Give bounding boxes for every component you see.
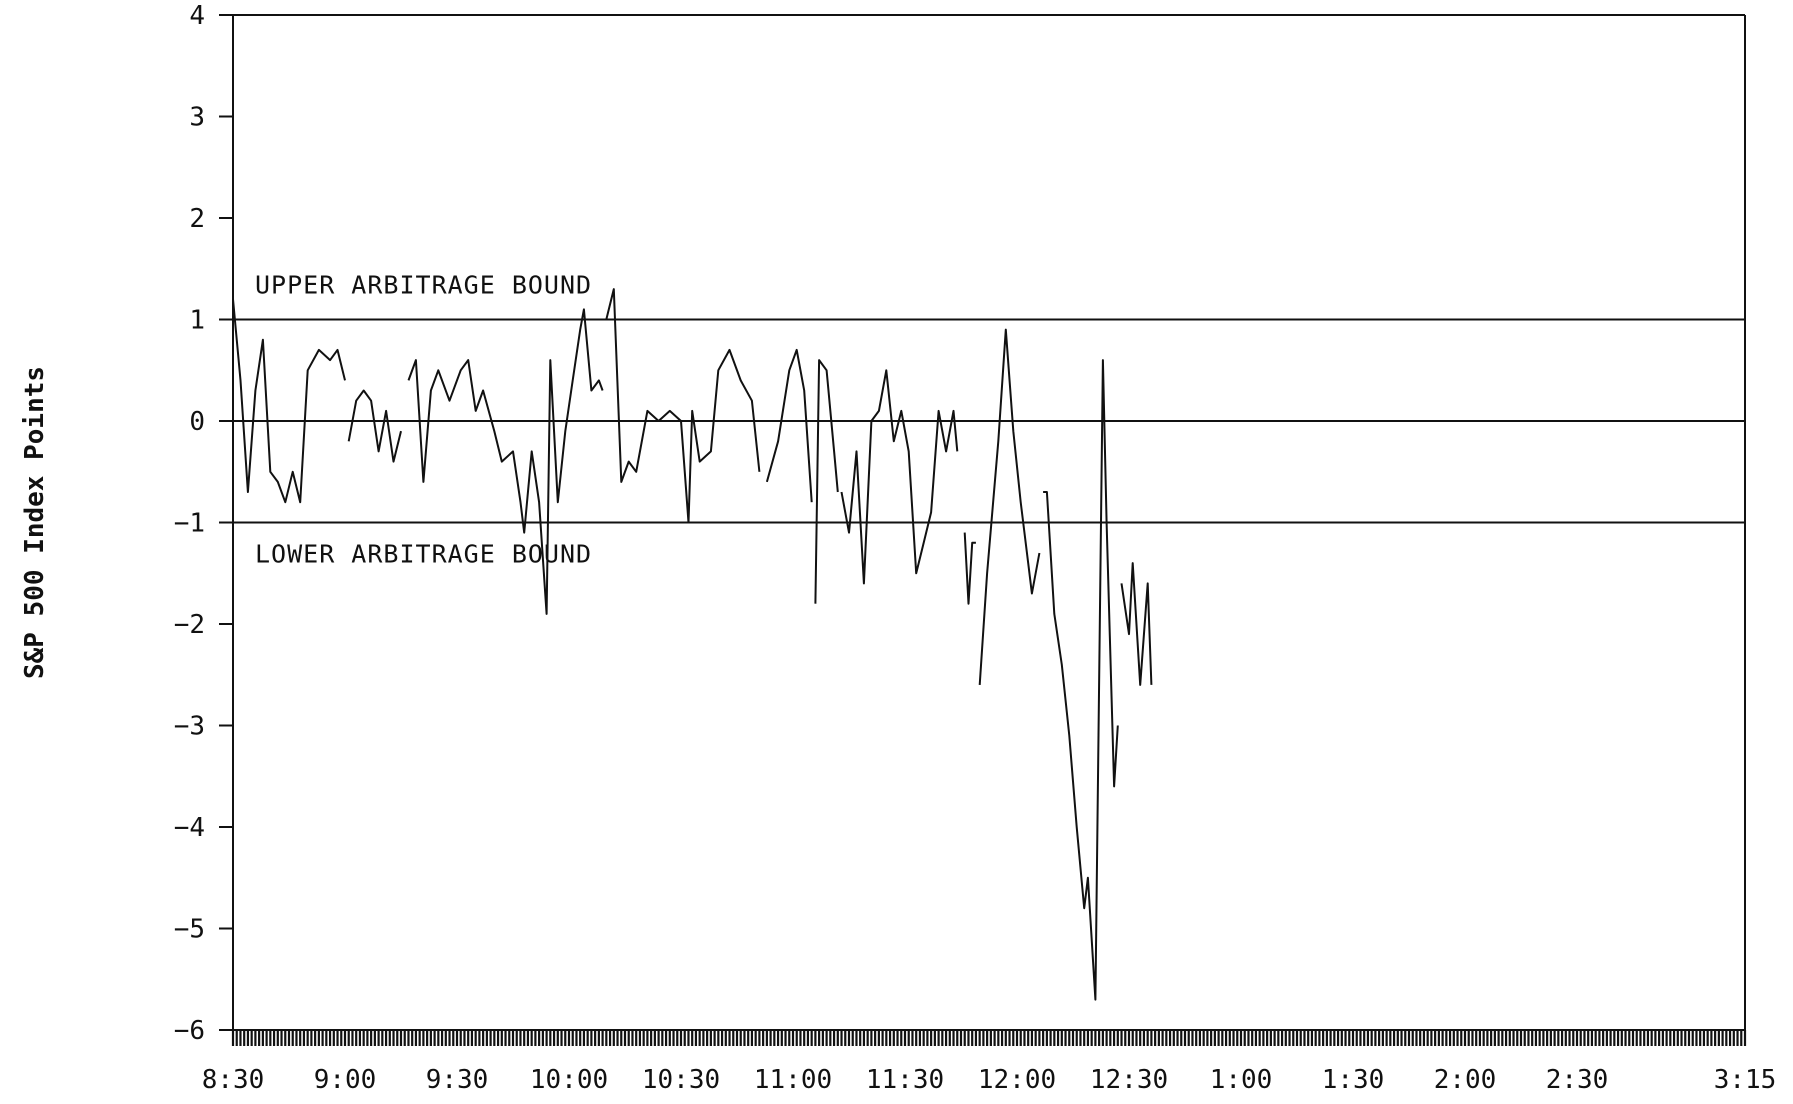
series — [232, 288, 1153, 1001]
x-tick-label: 11:00 — [754, 1065, 832, 1095]
x-tick-label: 2:30 — [1546, 1065, 1609, 1095]
reference-line-label: LOWER ARBITRAGE BOUND — [255, 540, 592, 569]
x-tick-marks — [231, 1030, 1747, 1046]
y-tick-label: −3 — [174, 712, 205, 742]
y-tick-label: −5 — [174, 915, 205, 945]
y-tick-label: −6 — [174, 1016, 205, 1046]
x-tick-label: 10:00 — [530, 1065, 608, 1095]
x-tick-label: 9:00 — [314, 1065, 377, 1095]
x-tick-label: 1:00 — [1210, 1065, 1273, 1095]
series-line-segment — [232, 299, 346, 504]
series-line-segment — [347, 389, 402, 463]
reference-lines — [233, 318, 1745, 524]
y-tick-label: 0 — [189, 407, 205, 437]
x-tick-label: 9:30 — [426, 1065, 489, 1095]
labels: 4 3 2 1 0 −1 −2 −3 −4 −5 −6 8:30 9:00 9:30 10:00 10:30 1… — [20, 1, 1776, 1095]
series-line-segment — [605, 288, 761, 524]
y-tick-label: 1 — [189, 306, 205, 336]
y-tick-label: 3 — [189, 103, 205, 133]
x-tick-label: 8:30 — [202, 1065, 265, 1095]
y-tick-label: −4 — [174, 813, 205, 843]
y-axis-label: S&P 500 Index Points — [20, 366, 50, 679]
axes — [219, 14, 1747, 1046]
x-tick-label: 12:00 — [978, 1065, 1056, 1095]
y-tick-label: 2 — [189, 204, 205, 234]
series-line-segment — [407, 308, 604, 615]
series-line-segment — [765, 348, 813, 503]
series-line-segment — [963, 532, 976, 605]
x-tick-label: 1:30 — [1322, 1065, 1385, 1095]
series-line-segment — [840, 369, 959, 585]
reference-line-label: UPPER ARBITRAGE BOUND — [255, 271, 592, 300]
x-tick-label: 12:30 — [1090, 1065, 1168, 1095]
y-tick-label: −2 — [174, 610, 205, 640]
x-tick-label: 3:15 — [1714, 1065, 1777, 1095]
series-line-segment — [1043, 359, 1119, 1001]
x-tick-label: 11:30 — [866, 1065, 944, 1095]
y-tick-label: −1 — [174, 509, 205, 539]
series-line-segment — [978, 328, 1041, 685]
y-tick-label: 4 — [189, 1, 205, 31]
series-line-segment — [1120, 562, 1153, 686]
series-line-segment — [814, 359, 839, 604]
x-tick-label: 10:30 — [642, 1065, 720, 1095]
x-tick-label: 2:00 — [1434, 1065, 1497, 1095]
